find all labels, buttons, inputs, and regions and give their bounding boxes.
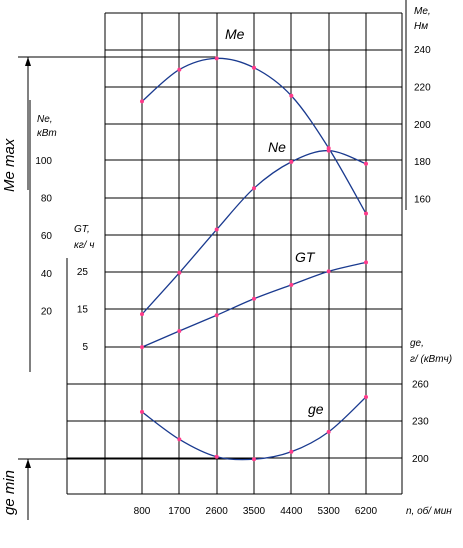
- ne-tick-label: 20: [41, 306, 53, 317]
- x-tick-label: 5300: [318, 506, 341, 517]
- me-tick-label: 180: [414, 157, 431, 168]
- x-axis-title: n, об/ мин: [406, 505, 452, 517]
- gt-axis-symbol: GТ,: [74, 224, 90, 235]
- me-curve-label: Me: [225, 26, 245, 42]
- ge-axis-unit: г/ (кВтч): [410, 354, 452, 365]
- ge-tick-label: 200: [412, 454, 429, 465]
- ge-point: [177, 437, 182, 442]
- ne-point: [326, 148, 331, 153]
- me-tick-label: 160: [414, 195, 431, 206]
- ge-tick-label: 230: [412, 417, 429, 428]
- x-tick-label: 6200: [355, 506, 378, 517]
- ne-tick-label: 60: [41, 231, 53, 242]
- ge-point: [214, 454, 219, 459]
- me-point: [140, 99, 144, 104]
- gt-point: [252, 296, 256, 301]
- x-tick-label: 1700: [168, 506, 191, 517]
- gt-point: [364, 260, 368, 265]
- gt-axis-unit: кг/ ч: [74, 240, 94, 251]
- ge-curve-label: ge: [308, 401, 324, 417]
- gt-point: [289, 282, 294, 287]
- me-point: [289, 93, 294, 98]
- ne-point: [289, 159, 294, 164]
- gt-tick-label: 15: [77, 305, 89, 316]
- gt-tick-label: 25: [77, 267, 89, 278]
- me-axis-symbol: Mе,: [414, 6, 431, 17]
- me-tick-label: 240: [414, 45, 431, 56]
- ne-tick-label: 80: [41, 194, 53, 205]
- ne-point: [177, 270, 182, 275]
- ge-min-label: gе min: [1, 470, 18, 515]
- data-points: [140, 56, 368, 462]
- gt-point: [326, 269, 331, 274]
- gt-point: [140, 345, 144, 350]
- x-tick-label: 2600: [206, 506, 229, 517]
- ge-point: [289, 449, 294, 454]
- chart-grid: [66, 12, 403, 495]
- ne-point: [252, 186, 256, 191]
- gt-point: [177, 329, 182, 333]
- gt-point: [214, 313, 219, 318]
- ne-point: [140, 312, 144, 317]
- ne-axis-symbol: Nе,: [37, 114, 53, 125]
- me-point: [364, 211, 368, 216]
- ne-point: [214, 227, 219, 232]
- me-point: [252, 65, 256, 70]
- ge-point: [364, 394, 368, 399]
- ne-tick-label: 40: [41, 269, 53, 280]
- ge-point: [252, 457, 256, 462]
- ge-min-arrow: [25, 459, 31, 468]
- me-tick-label: 220: [414, 82, 431, 93]
- x-tick-label: 3500: [243, 506, 266, 517]
- ne-tick-label: 100: [35, 156, 52, 167]
- me-max-arrow: [25, 57, 31, 66]
- x-tick-label: 4400: [280, 506, 303, 517]
- gt-curve-label: GT: [295, 249, 316, 265]
- gt-tick-label: 5: [82, 342, 88, 353]
- ge-tick-label: 260: [412, 379, 429, 390]
- me-point: [214, 56, 219, 61]
- chart-axes: [18, 0, 407, 520]
- ne-axis-unit: кВт: [37, 128, 57, 139]
- ge-axis-symbol: gе,: [410, 338, 424, 349]
- me-point: [177, 67, 182, 72]
- me-axis-unit: Нм: [414, 21, 428, 32]
- me-max-label: Mе max: [1, 138, 18, 192]
- ge-point: [140, 409, 144, 414]
- me-tick-label: 200: [414, 120, 431, 131]
- ne-point: [364, 161, 368, 166]
- tick-labels: 800 1700 2600 3500 4400 5300 6200 240 220 200 180 1…: [35, 45, 431, 517]
- ge-point: [326, 429, 331, 434]
- ne-curve-label: Ne: [268, 139, 286, 155]
- x-tick-label: 800: [134, 506, 151, 517]
